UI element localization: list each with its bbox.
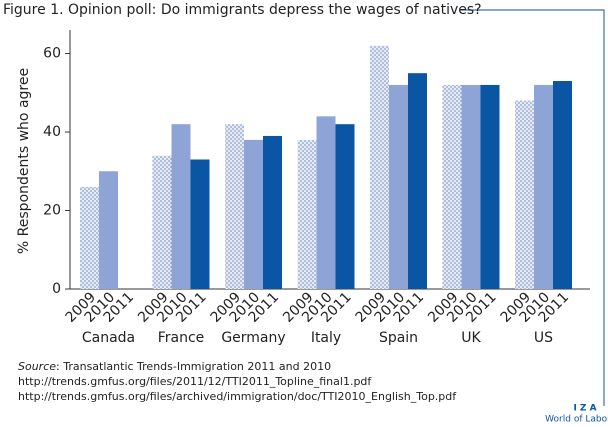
y-tick-label: 20 [43,203,61,219]
bar [316,116,336,289]
x-tick-label: Italy [311,330,341,346]
bar [370,45,389,290]
bar [80,186,99,289]
logo: I Z A [573,404,596,414]
bar [534,84,553,289]
bar [99,171,118,289]
bar [335,124,355,289]
x-tick-label: UK [461,330,481,346]
bar [515,100,534,290]
bar [461,84,481,289]
bar [408,73,427,290]
source-url: http://trends.gmfus.org/files/2011/12/TT… [18,375,372,388]
chart-title: Figure 1. Opinion poll: Do immigrants de… [3,2,482,18]
bar [297,139,317,289]
logo-sub: World of Labor [545,415,608,425]
bar [553,81,572,289]
y-tick-label: 60 [43,46,61,62]
source: Source: Transatlantic Trends-Immigration… [18,360,331,373]
bar [244,139,263,289]
bar [190,159,210,289]
x-tick-label: US [534,330,553,346]
bar [389,84,408,289]
x-tick-label: Canada [82,330,135,346]
x-tick-label: France [158,330,205,346]
bar [442,84,462,289]
bar [480,84,500,289]
bar [263,135,282,289]
bar [152,155,172,289]
source-text: : Transatlantic Trends-Immigration 2011 … [56,360,331,373]
title-bg [0,0,460,20]
y-axis-label: % Respondents who agree [16,68,32,254]
y-tick-label: 0 [52,281,61,297]
source-url: http://trends.gmfus.org/files/archived/i… [18,390,457,403]
bar [171,124,191,289]
y-tick-label: 40 [43,124,61,140]
source-label: Source [18,360,56,373]
x-tick-label: Germany [221,330,285,346]
x-tick-label: Spain [379,330,418,346]
bar [225,124,244,289]
